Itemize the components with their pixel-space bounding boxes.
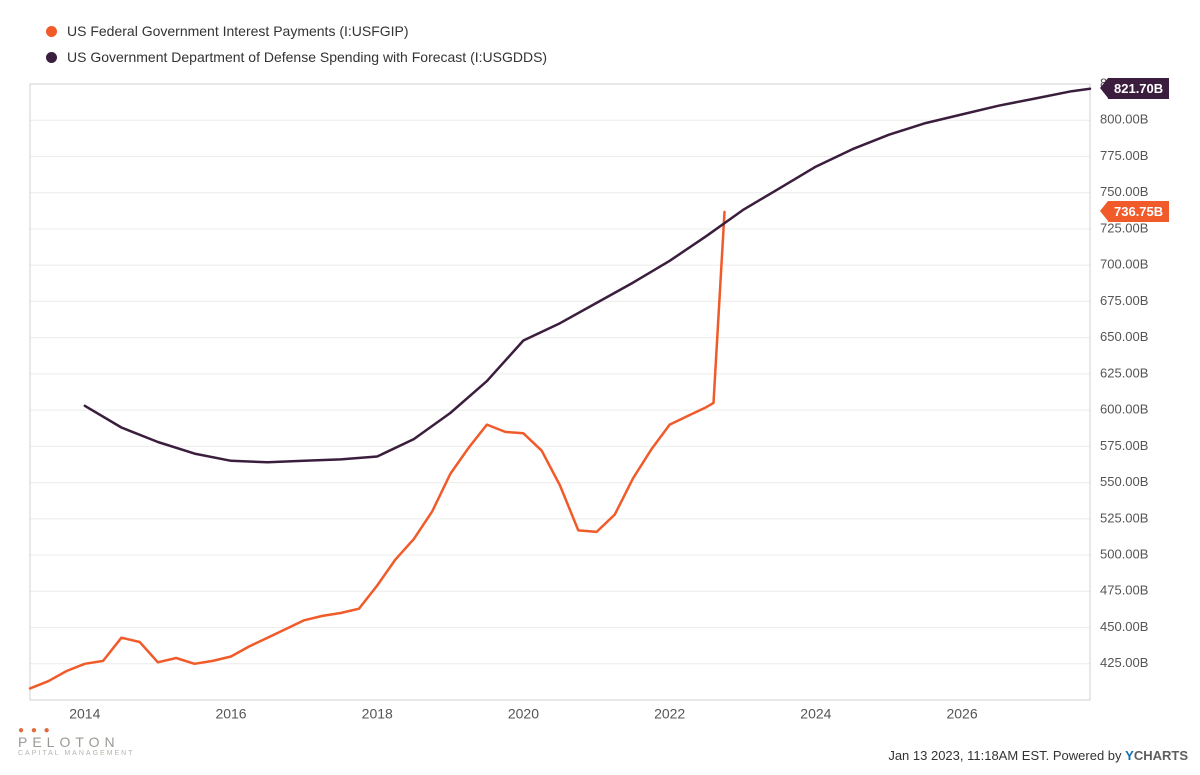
svg-text:500.00B: 500.00B — [1100, 546, 1148, 561]
y-axis-labels: 425.00B 450.00B 475.00B 500.00B 525.00B 550.0… — [1100, 75, 1148, 670]
x-axis-labels: 2014 2016 2018 2020 2022 2024 2026 — [69, 705, 978, 721]
gridlines — [30, 84, 1090, 664]
svg-text:450.00B: 450.00B — [1100, 619, 1148, 634]
svg-text:550.00B: 550.00B — [1100, 474, 1148, 489]
svg-text:2016: 2016 — [215, 705, 246, 721]
svg-text:800.00B: 800.00B — [1100, 112, 1148, 127]
svg-text:2026: 2026 — [946, 705, 977, 721]
credit: Jan 13 2023, 11:18AM EST. Powered by YCH… — [888, 748, 1188, 763]
svg-text:2018: 2018 — [362, 705, 393, 721]
credit-brand-rest: CHARTS — [1134, 748, 1188, 763]
logo-sub: CAPITAL MANAGEMENT — [18, 750, 135, 757]
svg-text:2020: 2020 — [508, 705, 539, 721]
svg-text:775.00B: 775.00B — [1100, 148, 1148, 163]
svg-text:425.00B: 425.00B — [1100, 655, 1148, 670]
svg-text:475.00B: 475.00B — [1100, 583, 1148, 598]
svg-text:575.00B: 575.00B — [1100, 438, 1148, 453]
series-line-interest — [30, 212, 725, 689]
end-badge-defense-text: 821.70B — [1114, 81, 1163, 96]
svg-text:700.00B: 700.00B — [1100, 257, 1148, 272]
svg-text:750.00B: 750.00B — [1100, 184, 1148, 199]
svg-text:600.00B: 600.00B — [1100, 402, 1148, 417]
chart-svg: 425.00B 450.00B 475.00B 500.00B 525.00B 550.0… — [0, 0, 1200, 775]
svg-text:725.00B: 725.00B — [1100, 220, 1148, 235]
svg-text:650.00B: 650.00B — [1100, 329, 1148, 344]
series-line-defense — [85, 89, 1090, 463]
logo: ● ● ● PELOTON CAPITAL MANAGEMENT — [18, 725, 135, 757]
end-badge-interest: 736.75B — [1108, 201, 1169, 222]
svg-text:525.00B: 525.00B — [1100, 510, 1148, 525]
chart-container: US Federal Government Interest Payments … — [0, 0, 1200, 775]
credit-timestamp: Jan 13 2023, 11:18AM EST. — [888, 748, 1049, 763]
plot-border — [30, 84, 1090, 700]
logo-name: PELOTON — [18, 734, 120, 750]
svg-text:675.00B: 675.00B — [1100, 293, 1148, 308]
svg-text:2014: 2014 — [69, 705, 100, 721]
end-badge-defense: 821.70B — [1108, 78, 1169, 99]
credit-brand-y: Y — [1125, 748, 1134, 763]
credit-powered-by: Powered by — [1053, 748, 1122, 763]
end-badge-interest-text: 736.75B — [1114, 204, 1163, 219]
svg-text:2024: 2024 — [800, 705, 831, 721]
svg-text:625.00B: 625.00B — [1100, 365, 1148, 380]
svg-text:2022: 2022 — [654, 705, 685, 721]
series-lines — [30, 89, 1090, 689]
